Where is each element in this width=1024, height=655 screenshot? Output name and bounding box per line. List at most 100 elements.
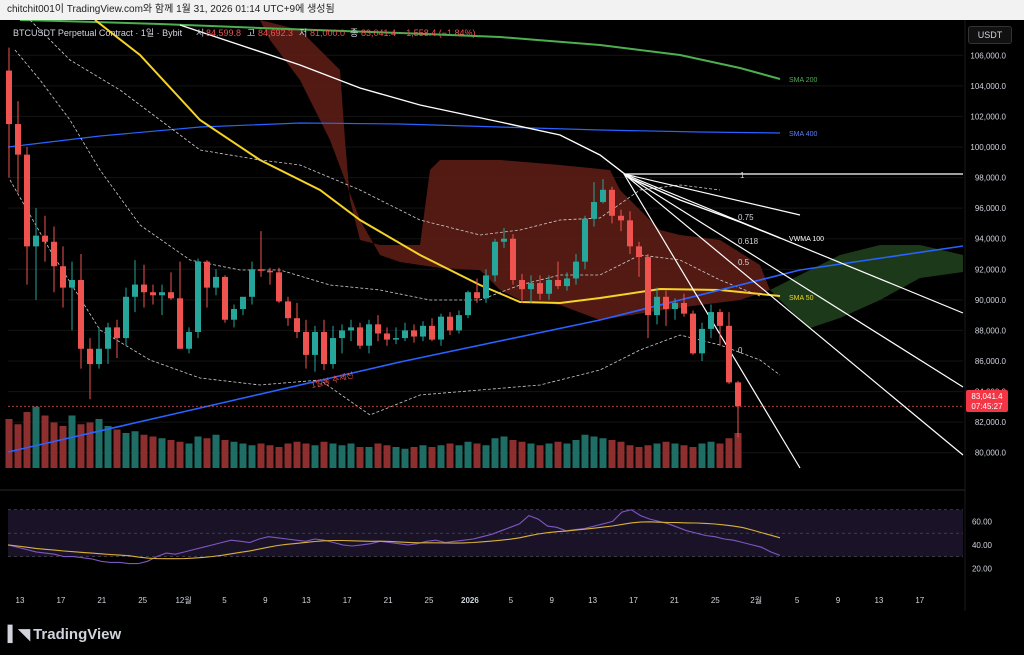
rsi-tick-label: 60.00	[972, 517, 993, 526]
volume-bar	[626, 445, 634, 468]
price-tick-label: 82,000.0	[975, 418, 1007, 427]
volume-bar	[176, 441, 184, 468]
sma400-line	[7, 122, 781, 148]
volume-bar	[383, 445, 391, 468]
volume-bar	[680, 445, 688, 468]
candle-body	[87, 348, 93, 365]
fib-fan-line-2	[623, 173, 964, 314]
candle-body	[447, 316, 453, 331]
candle-body	[267, 270, 273, 273]
candle-body	[195, 261, 201, 332]
volume-bar	[644, 445, 652, 468]
fib-level-2: 0.618	[738, 237, 759, 246]
fib-fan-tool[interactable]: 1 0.75 0.618 0.5 0	[623, 171, 964, 469]
volume-bar	[491, 438, 499, 468]
time-tick-label: 25	[138, 596, 147, 605]
volume-bar	[707, 441, 715, 468]
time-axis[interactable]: 13 17 21 25 12월 5 9 13 17 21 25 2026 5 9 13 17 21 25 2월 5 9 1…	[16, 595, 925, 605]
volume-bar	[446, 443, 454, 468]
currency-button[interactable]: USDT	[968, 26, 1012, 44]
candle-body	[186, 331, 192, 349]
volume-bar	[95, 419, 103, 468]
time-tick-label: 17	[915, 596, 924, 605]
rsi-ma-line	[7, 521, 781, 560]
volume-bar	[140, 434, 148, 468]
candle-body	[600, 189, 606, 203]
time-tick-label: 21	[384, 596, 393, 605]
time-tick-label: 13	[16, 596, 25, 605]
volume-bar	[221, 440, 229, 468]
volume-bar	[545, 443, 553, 468]
fib-level-4: 0	[738, 346, 743, 355]
candle-body	[735, 382, 741, 407]
candle-body	[276, 272, 282, 302]
candle-body	[105, 327, 111, 349]
candle-body	[474, 292, 480, 299]
candle-body	[303, 331, 309, 355]
volume-bar	[41, 415, 49, 468]
open-value: 84,599.8	[206, 28, 241, 38]
time-tick-label: 9	[263, 596, 268, 605]
volume-bar	[410, 447, 418, 468]
candle-body	[636, 246, 642, 258]
candle-body	[222, 276, 228, 320]
candle-body	[6, 70, 12, 125]
candle-body	[591, 202, 597, 219]
candle-body	[609, 189, 615, 216]
volume-bar	[329, 443, 337, 468]
ohlc-legend: BTCUSDT Perpetual Contract · 1일 · Bybit …	[13, 28, 476, 38]
volume-bar	[563, 443, 571, 468]
candle-body	[708, 312, 714, 329]
volume-bars	[5, 406, 742, 468]
candle-body	[357, 327, 363, 346]
volume-bar	[68, 415, 76, 468]
price-tick-label: 92,000.0	[975, 265, 1007, 274]
price-tick-label: 90,000.0	[975, 296, 1007, 305]
rsi-pane[interactable]: 20.00 40.00 60.00	[0, 489, 993, 573]
close-label: 종	[350, 28, 358, 38]
volume-bar	[266, 445, 274, 468]
caption-text: chitchit001이 TradingView.com와 함께 1월 31, …	[7, 4, 335, 15]
candle-body	[645, 257, 651, 316]
volume-bar	[356, 447, 364, 468]
candle-body	[465, 292, 471, 316]
fib-level-0: 1	[740, 171, 745, 180]
volume-bar	[275, 447, 283, 468]
rsi-band	[8, 509, 963, 557]
candle-body	[402, 330, 408, 339]
candle-body	[564, 278, 570, 287]
candle-body	[672, 302, 678, 310]
price-tick-label: 96,000.0	[975, 204, 1007, 213]
volume-bar	[104, 426, 112, 468]
volume-bar	[671, 443, 679, 468]
volume-bar	[338, 445, 346, 468]
volume-bar	[455, 445, 463, 468]
price-tick-label: 80,000.0	[975, 449, 1007, 458]
volume-bar	[23, 412, 31, 468]
bb-mid-line	[14, 49, 761, 301]
volume-bar	[734, 433, 742, 468]
time-tick-label: 12월	[175, 595, 191, 605]
countdown-text: 07:45:27	[971, 402, 1003, 411]
price-axis[interactable]: 80,000.082,000.084,000.086,000.088,000.0…	[964, 20, 1007, 611]
volume-bar	[635, 447, 643, 468]
low-label: 저	[299, 28, 307, 38]
bb-upper-line	[29, 20, 721, 236]
fib-fan-line-3	[623, 173, 964, 388]
volume-bar	[77, 424, 85, 468]
volume-bar	[239, 443, 247, 468]
rsi-tick-label: 40.00	[972, 541, 993, 550]
candle-body	[726, 325, 732, 383]
time-tick-label: 17	[629, 596, 638, 605]
volume-bar	[185, 443, 193, 468]
screenshot-caption-bar: chitchit001이 TradingView.com와 함께 1월 31, …	[0, 0, 1024, 20]
fib-level-3: 0.5	[738, 258, 750, 267]
current-price-text: 83,041.4	[971, 392, 1003, 401]
volume-bar	[59, 426, 67, 468]
volume-bar	[392, 447, 400, 468]
volume-bar	[293, 441, 301, 468]
candle-body	[519, 279, 525, 290]
candle-body	[69, 279, 75, 288]
high-value: 84,692.3	[258, 28, 293, 38]
